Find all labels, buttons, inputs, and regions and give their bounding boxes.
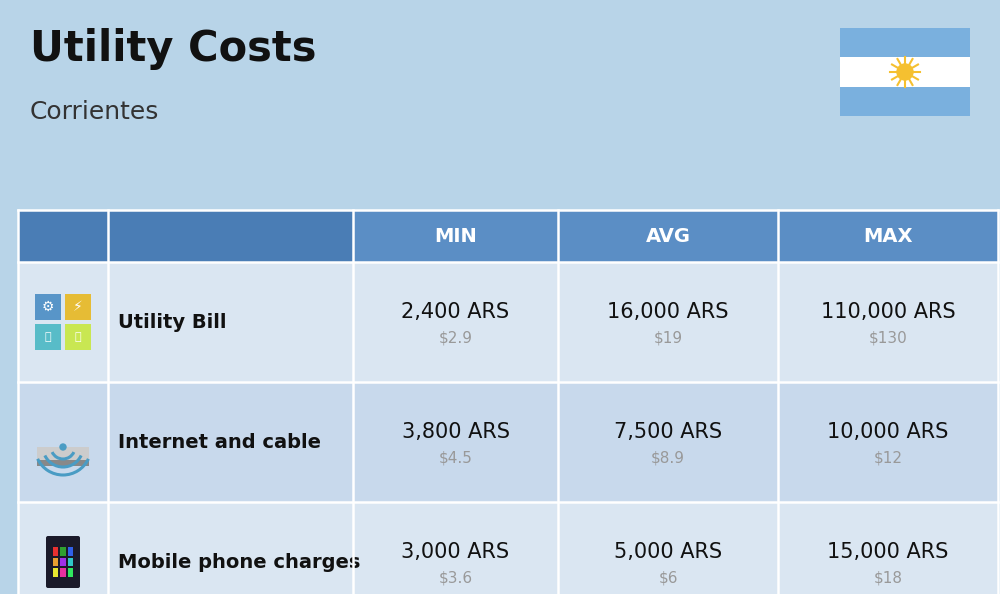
Bar [68, 547, 73, 555]
Bar [37, 447, 89, 463]
Text: 3,800 ARS: 3,800 ARS [402, 422, 510, 442]
Text: MIN: MIN [434, 226, 477, 245]
Text: Internet and cable: Internet and cable [118, 432, 321, 451]
Text: $18: $18 [874, 570, 902, 586]
Text: Utility Costs: Utility Costs [30, 28, 316, 70]
Bar [35, 324, 61, 350]
Text: $3.6: $3.6 [438, 570, 473, 586]
Text: $4.5: $4.5 [439, 450, 472, 466]
Bar [68, 568, 73, 577]
Bar [353, 502, 558, 594]
Text: ⚙: ⚙ [42, 300, 54, 314]
Bar [53, 547, 58, 555]
Bar [558, 262, 778, 382]
Bar [108, 502, 353, 594]
Bar [18, 262, 108, 382]
Text: 110,000 ARS: 110,000 ARS [821, 302, 955, 322]
Text: Corrientes: Corrientes [30, 100, 159, 124]
Text: AVG: AVG [646, 226, 690, 245]
Bar [778, 262, 998, 382]
Bar [840, 87, 970, 116]
Text: $8.9: $8.9 [651, 450, 685, 466]
Bar [68, 558, 73, 566]
Bar [65, 324, 91, 350]
Text: $6: $6 [658, 570, 678, 586]
Text: $2.9: $2.9 [438, 330, 473, 346]
Text: 15,000 ARS: 15,000 ARS [827, 542, 949, 562]
Bar [353, 262, 558, 382]
Bar [778, 210, 998, 262]
Bar [353, 382, 558, 502]
Circle shape [60, 444, 66, 450]
Bar [53, 558, 58, 566]
Bar [37, 460, 89, 466]
Bar [18, 502, 108, 594]
Bar [558, 502, 778, 594]
Bar [558, 382, 778, 502]
Bar [353, 210, 558, 262]
Bar [18, 210, 108, 262]
Bar [108, 382, 353, 502]
Bar [840, 58, 970, 87]
Bar [778, 382, 998, 502]
Bar [60, 558, 66, 566]
Text: 3,000 ARS: 3,000 ARS [401, 542, 510, 562]
Bar [53, 568, 58, 577]
FancyBboxPatch shape [46, 536, 80, 588]
Text: 10,000 ARS: 10,000 ARS [827, 422, 949, 442]
Text: 2,400 ARS: 2,400 ARS [401, 302, 510, 322]
Bar [840, 28, 970, 58]
Text: 📦: 📦 [75, 332, 81, 342]
Text: $19: $19 [653, 330, 683, 346]
Text: Mobile phone charges: Mobile phone charges [118, 552, 360, 571]
Bar [60, 568, 66, 577]
Text: MAX: MAX [863, 226, 913, 245]
Text: 🔌: 🔌 [45, 332, 51, 342]
Bar [35, 294, 61, 320]
Bar [558, 210, 778, 262]
Text: 5,000 ARS: 5,000 ARS [614, 542, 722, 562]
Text: 7,500 ARS: 7,500 ARS [614, 422, 722, 442]
Text: $12: $12 [874, 450, 902, 466]
Bar [60, 547, 66, 555]
Bar [108, 262, 353, 382]
Circle shape [897, 64, 913, 80]
Text: Utility Bill: Utility Bill [118, 312, 226, 331]
Text: 16,000 ARS: 16,000 ARS [607, 302, 729, 322]
Text: $130: $130 [869, 330, 907, 346]
Bar [778, 502, 998, 594]
Text: ⚡: ⚡ [73, 300, 83, 314]
Bar [65, 294, 91, 320]
Bar [18, 382, 108, 502]
Bar [108, 210, 353, 262]
